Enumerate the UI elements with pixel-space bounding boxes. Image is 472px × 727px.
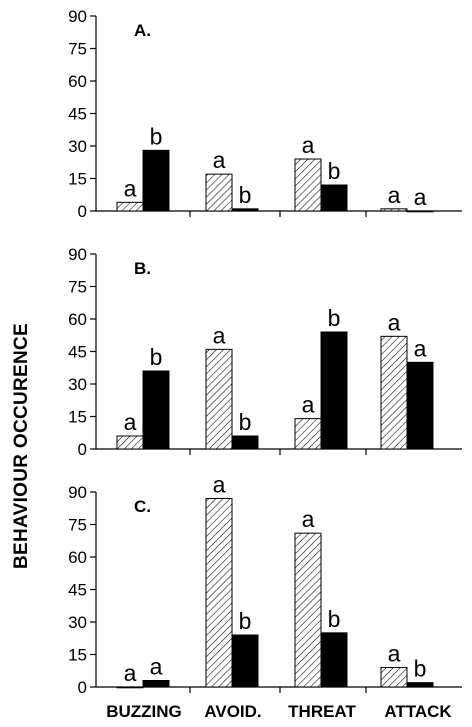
bar-attack-series1 — [380, 335, 408, 450]
significance-label: a — [414, 184, 427, 210]
bar-attack-series1 — [380, 667, 408, 688]
panel-label: B. — [134, 259, 151, 278]
bar-threat-series2 — [320, 184, 348, 212]
y-tick-label: 15 — [68, 408, 87, 427]
panel-label: A. — [134, 21, 151, 40]
bar-avoid-series2 — [231, 634, 259, 688]
significance-label: a — [414, 335, 427, 361]
y-tick-label: 75 — [68, 278, 87, 297]
significance-label: a — [213, 147, 226, 173]
bar-threat-series1 — [294, 158, 322, 212]
significance-label: b — [328, 305, 341, 331]
significance-label: a — [388, 309, 401, 335]
bar-buzzing-series1 — [116, 686, 144, 689]
bar-buzzing-series2 — [142, 370, 170, 450]
bar-avoid-series2 — [231, 208, 259, 212]
y-tick-label: 90 — [68, 7, 87, 26]
significance-label: a — [213, 472, 226, 498]
x-category-labels: BUZZING AVOID. THREAT ATTACK — [106, 702, 452, 721]
bar-buzzing-series2 — [142, 680, 170, 688]
y-tick-label: 15 — [68, 170, 87, 189]
y-tick-label: 30 — [68, 613, 87, 632]
significance-label: b — [239, 608, 252, 634]
y-tick-label: 60 — [68, 310, 87, 329]
bar-threat-series1 — [294, 532, 322, 688]
bar-avoid-series2 — [231, 435, 259, 450]
bar-threat-series1 — [294, 418, 322, 450]
y-tick-label: 60 — [68, 548, 87, 567]
y-tick-label: 45 — [68, 105, 87, 124]
x-category-label: AVOID. — [204, 702, 261, 721]
significance-label: b — [328, 158, 341, 184]
y-tick-label: 15 — [68, 646, 87, 665]
y-tick-label: 30 — [68, 375, 87, 394]
bar-avoid-series1 — [205, 498, 233, 688]
plot-area: 9075604530150A.aaaabbba9075604530150B.aa… — [68, 7, 462, 721]
significance-label: b — [150, 344, 163, 370]
y-tick-label: 60 — [68, 72, 87, 91]
bar-attack-series2 — [406, 361, 434, 450]
y-tick-label: 0 — [78, 440, 87, 459]
x-category-label: THREAT — [288, 702, 356, 721]
significance-label: a — [150, 654, 163, 680]
panel-label: C. — [134, 497, 151, 516]
x-category-label: BUZZING — [106, 702, 182, 721]
y-tick-label: 45 — [68, 343, 87, 362]
bar-buzzing-series2 — [142, 149, 170, 212]
significance-label: b — [239, 409, 252, 435]
bar-attack-series1 — [380, 208, 408, 212]
significance-label: b — [239, 182, 252, 208]
bar-buzzing-series1 — [116, 201, 144, 212]
bar-buzzing-series1 — [116, 435, 144, 450]
y-tick-label: 90 — [68, 483, 87, 502]
bar-avoid-series1 — [205, 173, 233, 212]
significance-label: a — [124, 660, 137, 686]
significance-label: b — [414, 656, 427, 682]
significance-label: a — [124, 409, 137, 435]
y-tick-label: 0 — [78, 202, 87, 221]
significance-label: b — [328, 606, 341, 632]
bar-attack-series2 — [406, 210, 434, 213]
y-tick-label: 0 — [78, 678, 87, 697]
significance-label: a — [302, 132, 315, 158]
y-tick-label: 45 — [68, 581, 87, 600]
bar-threat-series2 — [320, 632, 348, 688]
significance-label: a — [302, 506, 315, 532]
y-tick-label: 30 — [68, 137, 87, 156]
significance-label: b — [150, 123, 163, 149]
significance-label: a — [388, 182, 401, 208]
y-tick-label: 75 — [68, 40, 87, 59]
y-axis-title: BEHAVIOUR OCCURENCE — [11, 323, 32, 569]
significance-label: a — [388, 641, 401, 667]
significance-label: a — [213, 322, 226, 348]
significance-label: a — [302, 392, 315, 418]
x-category-label: ATTACK — [384, 702, 452, 721]
y-tick-label: 90 — [68, 245, 87, 264]
y-tick-label: 75 — [68, 516, 87, 535]
bar-threat-series2 — [320, 331, 348, 450]
bar-attack-series2 — [406, 682, 434, 688]
significance-label: a — [124, 175, 137, 201]
bar-avoid-series1 — [205, 348, 233, 450]
